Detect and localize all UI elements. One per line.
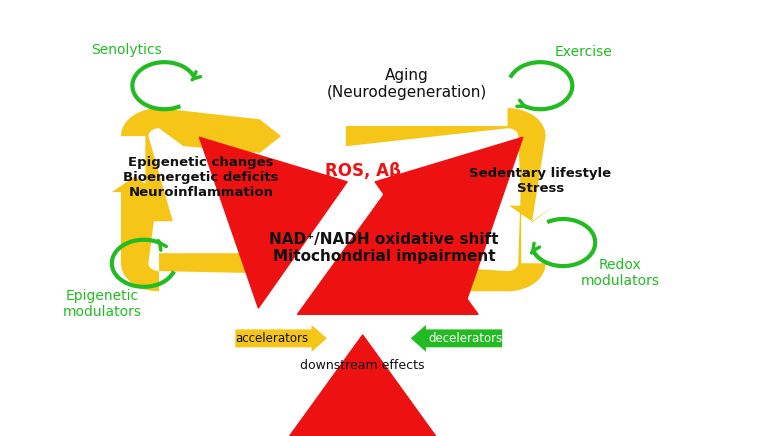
Text: decelerators: decelerators — [429, 332, 503, 345]
Text: accelerators: accelerators — [235, 332, 309, 345]
FancyArrow shape — [235, 325, 327, 352]
Text: Exercise: Exercise — [555, 45, 613, 59]
Polygon shape — [384, 177, 545, 298]
FancyArrow shape — [411, 325, 502, 352]
Text: Redox
modulators: Redox modulators — [581, 258, 660, 288]
Text: NAD⁺/NADH oxidative shift
Mitochondrial impairment: NAD⁺/NADH oxidative shift Mitochondrial … — [270, 232, 498, 264]
Polygon shape — [121, 108, 281, 221]
Polygon shape — [346, 108, 554, 222]
Text: ROS, Aβ: ROS, Aβ — [325, 162, 401, 180]
Text: Epigenetic
modulators: Epigenetic modulators — [62, 289, 141, 319]
Polygon shape — [112, 177, 270, 291]
Text: Epigenetic changes
Bioenergetic deficits
Neuroinflammation: Epigenetic changes Bioenergetic deficits… — [123, 156, 279, 199]
Text: Senolytics: Senolytics — [91, 44, 162, 58]
Text: downstream effects: downstream effects — [300, 359, 425, 372]
Text: Aging
(Neurodegeneration): Aging (Neurodegeneration) — [326, 68, 487, 100]
Text: Sedentary lifestyle
Stress: Sedentary lifestyle Stress — [469, 167, 611, 195]
